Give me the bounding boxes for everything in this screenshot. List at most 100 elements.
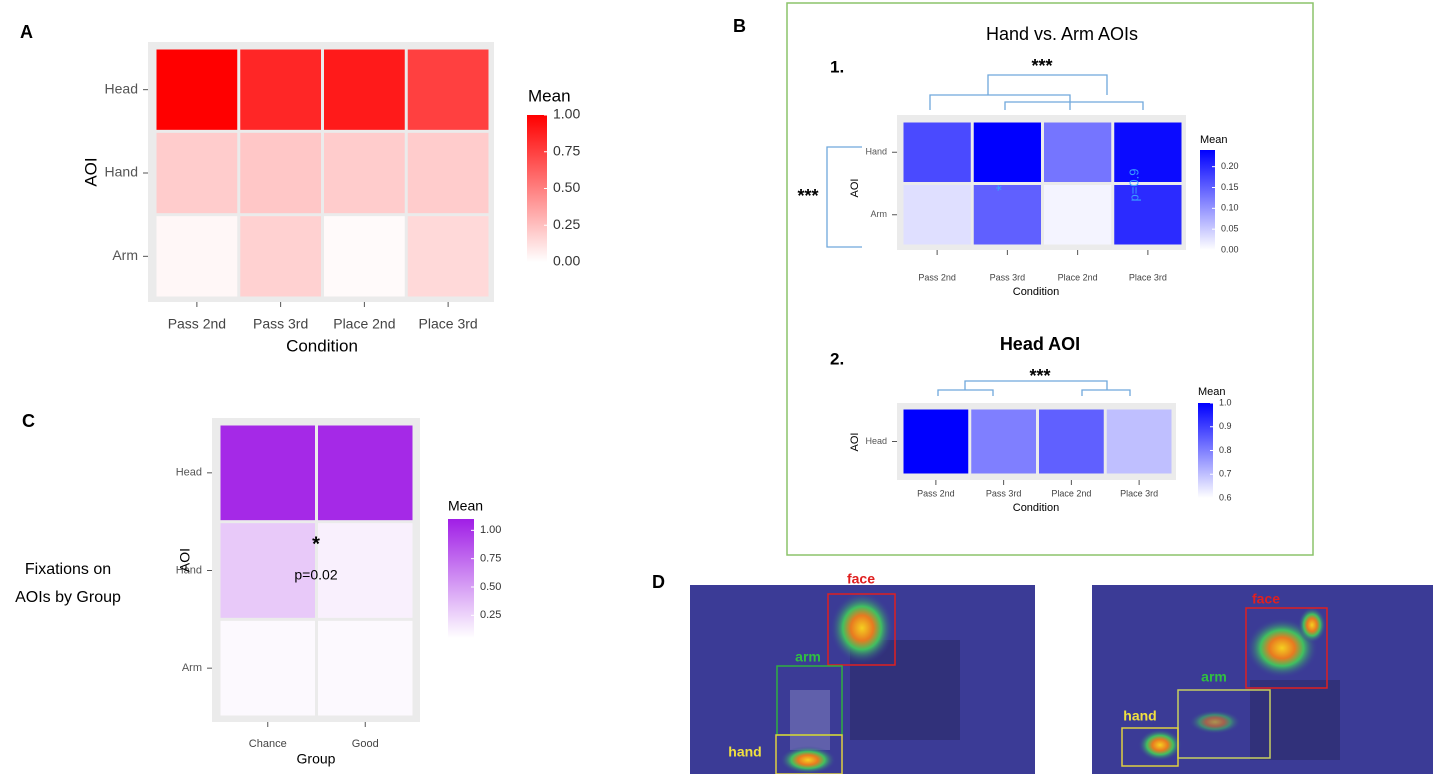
legend-title: Mean [1200,134,1228,146]
y-tick-label: Arm [112,247,138,263]
figure: A B C D Fixations on AOIs by Group face … [0,0,1440,774]
colorbar-tick-label: 0.25 [480,609,501,621]
colorbar-tick-label: 0.8 [1219,445,1232,455]
chart-number: 2. [830,349,844,368]
annotation: * [312,533,320,555]
colorbar-tick-label: 0.05 [1221,224,1239,234]
colorbar [1200,150,1215,250]
x-tick-label: Pass 2nd [168,316,226,332]
colorbar-tick-label: 0.50 [553,179,580,195]
cell [1107,410,1172,474]
x-axis-label: Condition [1013,286,1059,298]
colorbar-tick-label: 0.75 [553,142,580,158]
y-tick-label: Hand [105,164,138,180]
annotation: *** [1029,366,1050,386]
x-tick-label: Pass 3rd [253,316,308,332]
x-tick-label: Place 3rd [1120,488,1158,498]
cell [324,216,405,296]
x-axis-label: Condition [1013,502,1059,514]
box-label: face [847,571,875,587]
y-tick-label: Head [865,436,887,446]
panel-label: A [20,22,33,42]
colorbar-tick-label: 0.50 [480,581,501,593]
x-axis-label: Group [297,751,336,767]
legend-title: Mean [1198,386,1226,398]
legend-title: Mean [448,498,483,514]
cell [904,123,971,183]
legend-title: Mean [528,86,571,105]
cell [318,426,413,521]
heatmap: Head Pass 2nd Pass 3rd Place 2nd Place 3rd Co… [830,334,1232,514]
side-label: AOIs by Group [15,589,121,606]
chart-title: Hand vs. Arm AOIs [986,24,1138,44]
cell [1039,410,1104,474]
cell [904,185,971,245]
x-tick-label: Pass 2nd [918,272,956,282]
colorbar [448,519,474,638]
box-label: face [1252,591,1280,607]
x-tick-label: Good [352,738,379,750]
x-axis-label: Condition [286,336,358,355]
x-tick-label: Pass 3rd [986,488,1022,498]
x-tick-label: Place 2nd [333,316,395,332]
cell [240,133,321,213]
colorbar-tick-label: 0.15 [1221,182,1239,192]
cell [971,410,1036,474]
colorbar-tick-label: 1.00 [480,524,501,536]
colorbar-tick-label: 0.75 [480,553,501,565]
y-tick-label: Head [105,80,138,96]
box-label: arm [1201,669,1227,685]
x-tick-label: Place 3rd [419,316,478,332]
annotation: * [994,185,1011,191]
colorbar-tick-label: 0.6 [1219,492,1232,502]
colorbar-tick-label: 0.9 [1219,421,1232,431]
cell [408,133,489,213]
box-label: arm [795,649,821,665]
chart-number: 1. [830,57,844,76]
colorbar-tick-label: 0.25 [553,216,580,232]
colorbar-tick-label: 0.00 [1221,244,1239,254]
cell [157,216,238,296]
box-label: hand [1123,708,1156,724]
cell [974,185,1041,245]
annotation: p=0.02 [294,567,337,583]
cell [324,133,405,213]
colorbar-tick-label: 0.20 [1221,161,1239,171]
y-axis-label: AOI [849,179,861,198]
x-tick-label: Place 2nd [1058,272,1098,282]
cell [1114,123,1181,183]
annotation: *** [1031,56,1052,76]
heatmap: HeadHandArmChanceGoodGroupAOIMean0.250.5… [176,418,502,767]
side-label: Fixations on [25,561,111,578]
y-tick-label: Head [176,467,202,479]
colorbar-tick-label: 1.00 [553,106,580,122]
image-right [1092,585,1433,774]
colorbar-tick-label: 0.10 [1221,203,1239,213]
y-axis-label: AOI [177,548,193,572]
y-tick-label: Arm [871,209,888,219]
colorbar-tick-label: 0.00 [553,253,580,269]
annotation: p=0.9 [1126,169,1141,202]
cell [240,216,321,296]
panel-label: D [652,572,665,592]
cell [157,133,238,213]
cell [1044,185,1111,245]
bracket [930,75,1143,110]
cell [1044,123,1111,183]
panel-label: B [733,16,746,36]
x-tick-label: Chance [249,738,287,750]
cell [318,621,413,716]
heatmap: Head Hand Arm Pass 2nd Pass 3rd Place 2nd Plac… [81,42,580,355]
cell [157,50,238,130]
cell [221,426,316,521]
x-tick-label: Place 2nd [1051,488,1091,498]
cell [408,216,489,296]
x-tick-label: Pass 2nd [917,488,955,498]
y-axis-label: AOI [81,157,100,186]
cell [240,50,321,130]
colorbar-tick-label: 1.0 [1219,397,1232,407]
colorbar-tick-label: 0.7 [1219,469,1232,479]
chart-title: Head AOI [1000,334,1080,354]
cell [974,123,1041,183]
